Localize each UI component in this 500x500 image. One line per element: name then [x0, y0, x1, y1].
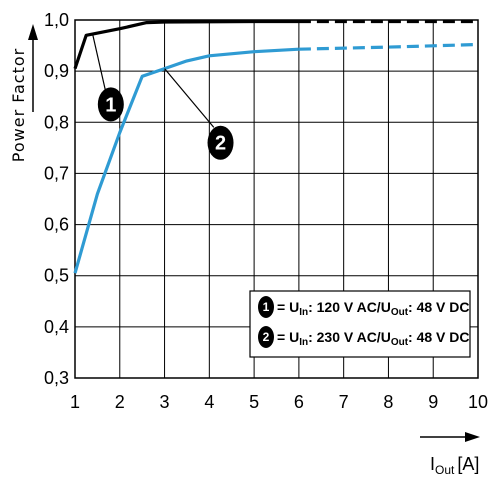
y-tick-label: 0,3	[44, 368, 69, 388]
series-1-line	[73, 19, 299, 70]
x-tick-label: 8	[383, 392, 393, 412]
y-axis-label: Power Factor	[9, 48, 28, 162]
x-axis-label: IOut [A]	[430, 454, 479, 477]
x-tick-label: 1	[70, 392, 80, 412]
y-tick-label: 0,7	[44, 163, 69, 183]
y-tick-label: 0,5	[44, 266, 69, 286]
callout-1-badge	[97, 87, 124, 122]
legend-box	[249, 290, 471, 358]
x-tick-label: 6	[294, 392, 304, 412]
y-tick-label: 0,6	[44, 215, 69, 235]
legend-badge-label: 1	[263, 300, 270, 314]
x-tick-label: 4	[204, 392, 214, 412]
legend-badge-2	[258, 326, 274, 348]
x-axis-label-group: IOut [A]	[420, 432, 480, 477]
y-axis-label-group: Power Factor	[9, 24, 38, 162]
legend-entry-1: = UIn: 120 V AC/UOut: 48 V DC	[277, 299, 470, 318]
series-layer	[73, 19, 479, 274]
y-tick-label: 0,9	[44, 61, 69, 81]
y-tick-label: 0,4	[44, 317, 69, 337]
x-tick-label: 7	[339, 392, 349, 412]
y-axis-arrow-head	[28, 24, 38, 40]
legend-badge-label: 2	[263, 330, 270, 344]
x-tick-label: 3	[160, 392, 170, 412]
callout-2-leader	[164, 68, 215, 128]
callout-2-label: 2	[215, 133, 226, 155]
series-2-line	[73, 47, 299, 274]
x-tick-label: 5	[249, 392, 259, 412]
x-axis-arrow-head	[465, 432, 480, 442]
callout-2-badge	[207, 125, 234, 160]
series-2-dashed-line	[298, 42, 479, 51]
y-tick-label: 0,8	[44, 112, 69, 132]
x-tick-label: 10	[468, 392, 488, 412]
y-tick-label: 1,0	[44, 10, 69, 30]
x-tick-label: 2	[115, 392, 125, 412]
legend-badge-1	[258, 296, 274, 318]
callout-1-label: 1	[105, 94, 116, 116]
callouts: 12	[92, 35, 234, 160]
tick-labels: 1 2 3 4 5 6 7 8 9 100,30,40,50,60,70,80,91,0	[44, 10, 488, 412]
legend: 1 = UIn: 120 V AC/UOut: 48 V DC 2 = UIn: 23…	[249, 290, 471, 358]
legend-entry-2: = UIn: 230 V AC/UOut: 48 V DC	[277, 329, 470, 348]
x-tick-label: 9	[428, 392, 438, 412]
